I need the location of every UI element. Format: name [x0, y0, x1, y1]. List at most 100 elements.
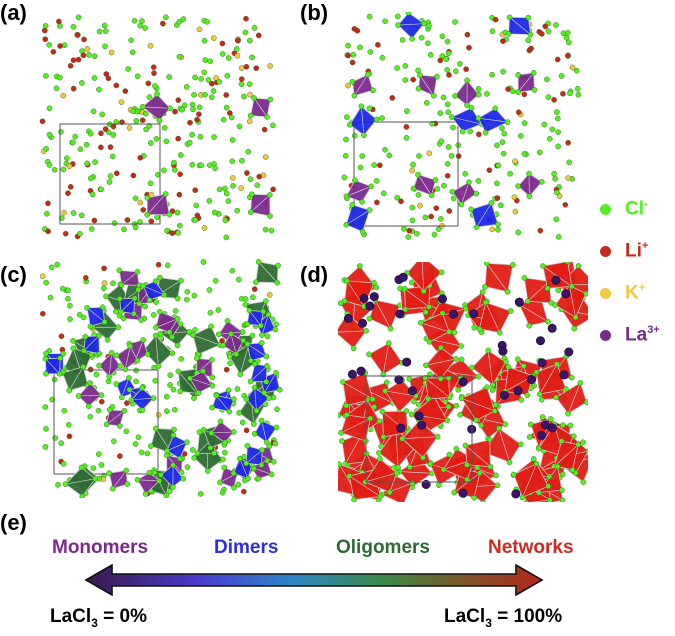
cl-atom: [402, 63, 409, 69]
li-atom: [140, 207, 146, 213]
cl-atom: [153, 299, 159, 305]
cl-atom: [51, 376, 58, 383]
cl-atom: [222, 449, 228, 456]
cl-atom: [530, 456, 537, 462]
cl-atom: [106, 406, 113, 413]
k-atom: [426, 150, 433, 157]
cl-atom: [126, 386, 133, 393]
cl-atom: [387, 325, 394, 332]
legend-label-li: Li+: [625, 239, 649, 262]
polyhedron-edge: [261, 314, 269, 336]
li-atom: [50, 49, 57, 55]
cl-atom: [426, 304, 432, 310]
li-atom: [101, 265, 107, 272]
cl-atom: [184, 439, 190, 445]
cl-atom: [44, 210, 50, 217]
cl-atom: [259, 332, 265, 338]
cl-atom: [46, 41, 52, 48]
cl-atom: [440, 94, 447, 101]
cl-atom: [366, 315, 373, 322]
cl-atom: [338, 461, 342, 468]
cl-atom: [243, 396, 250, 402]
cl-atom: [78, 464, 85, 471]
cl-atom: [59, 285, 66, 292]
cl-atom: [57, 23, 63, 29]
cl-atom: [133, 378, 139, 385]
cl-atom: [349, 201, 356, 208]
cl-atom: [242, 296, 249, 302]
cl-atom: [457, 411, 463, 418]
cl-atom: [554, 109, 560, 115]
cl-atom: [479, 289, 486, 295]
li-atom: [463, 66, 469, 73]
la-atom: [394, 375, 404, 385]
cl-atom: [226, 354, 233, 360]
cl-atom: [209, 382, 216, 389]
cl-atom: [244, 442, 251, 449]
cl-atom: [144, 351, 151, 357]
li-atom: [444, 172, 451, 179]
cl-atom: [267, 96, 274, 103]
cl-atom: [565, 410, 571, 417]
cl-atom: [61, 407, 68, 414]
li-atom: [70, 57, 77, 64]
la-atom: [561, 289, 571, 299]
la-atom: [536, 336, 546, 346]
cl-atom: [499, 139, 506, 145]
cl-atom: [486, 436, 493, 443]
cl-atom: [177, 321, 184, 327]
cl-atom: [426, 339, 433, 345]
cl-atom: [341, 174, 348, 181]
cl-atom: [379, 54, 386, 61]
cl-atom: [87, 130, 94, 137]
li-atom: [565, 139, 571, 146]
cl-atom: [155, 363, 162, 369]
cl-atom: [229, 267, 236, 274]
li-atom: [58, 333, 65, 339]
li-atom: [492, 16, 499, 23]
cl-atom: [402, 306, 409, 313]
cl-atom: [380, 434, 387, 440]
cl-atom: [255, 259, 262, 265]
li-atom: [62, 230, 69, 237]
cl-atom: [527, 421, 534, 428]
cl-atom: [484, 384, 490, 390]
cl-atom: [409, 35, 415, 42]
li-atom: [56, 18, 62, 25]
cl-atom: [476, 326, 483, 332]
li-atom: [99, 398, 105, 405]
polyhedron-edge: [487, 350, 493, 386]
cl-atom: [496, 329, 503, 336]
cl-atom: [131, 18, 138, 24]
cl-atom: [174, 316, 181, 322]
cl-atom: [124, 481, 131, 487]
la-atom: [469, 309, 479, 319]
cl-atom: [202, 91, 208, 98]
cl-atom: [273, 321, 279, 328]
cl-atom: [545, 318, 551, 325]
cl-atom: [144, 450, 151, 457]
k-atom: [238, 65, 245, 71]
cl-atom: [338, 412, 342, 419]
cl-atom: [249, 54, 255, 61]
cl-atom: [264, 114, 270, 120]
cl-atom: [394, 194, 401, 201]
cl-atom: [357, 164, 364, 171]
cl-atom: [216, 78, 222, 85]
cl-atom: [533, 369, 540, 376]
cl-atom: [583, 290, 588, 297]
cl-atom: [96, 28, 103, 35]
cl-atom: [373, 178, 380, 184]
cl-atom: [496, 425, 502, 432]
cl-atom: [80, 364, 87, 370]
cl-atom: [573, 67, 580, 74]
monomer-polyhedron: [451, 181, 477, 205]
k-atom: [512, 158, 518, 165]
cl-atom: [437, 110, 444, 116]
cl-atom: [233, 46, 240, 52]
cl-atom: [161, 125, 168, 131]
cl-atom: [177, 152, 184, 158]
cl-atom: [178, 277, 184, 284]
li-atom: [515, 109, 522, 115]
cl-atom: [555, 287, 561, 294]
